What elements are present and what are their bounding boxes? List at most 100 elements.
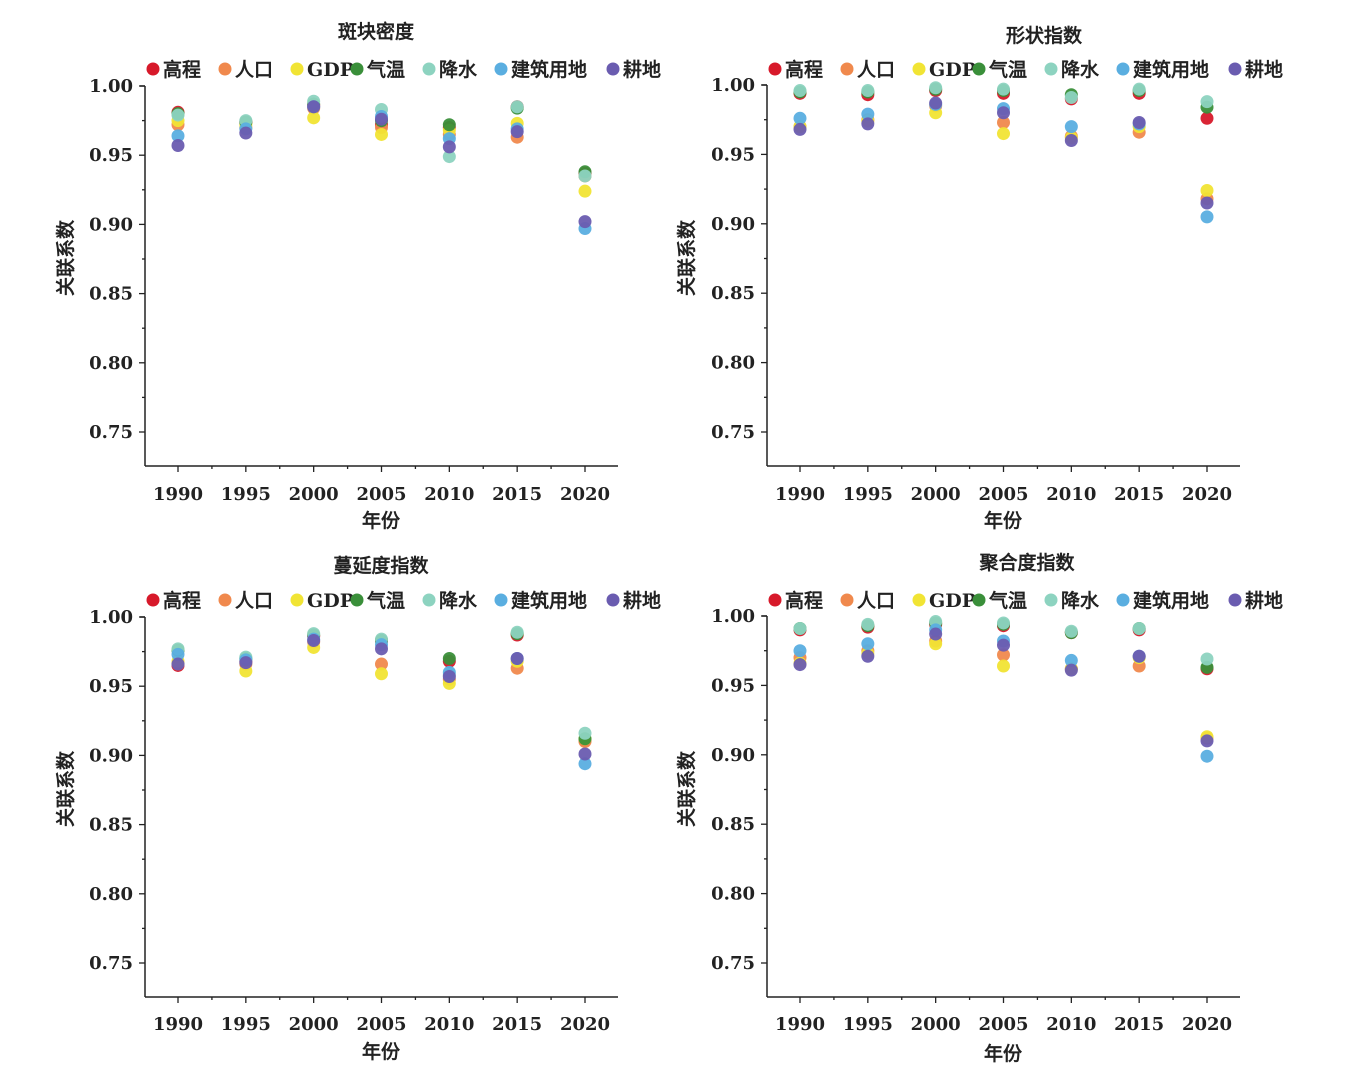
x-tick-label: 1995 bbox=[843, 1014, 893, 1035]
legend-item: 气温 bbox=[350, 58, 405, 81]
legend-item: 人口 bbox=[840, 590, 895, 612]
data-point bbox=[442, 150, 456, 164]
x-tick-label: 1995 bbox=[843, 484, 893, 505]
data-point bbox=[510, 625, 524, 639]
data-point bbox=[171, 657, 185, 671]
legend-marker-icon bbox=[912, 593, 926, 607]
legend-item: GDP bbox=[290, 59, 354, 81]
legend: 高程 人口 GDP 气温 降水 建筑用地 耕地 bbox=[146, 589, 661, 612]
legend-marker-icon bbox=[840, 62, 854, 76]
y-tick-label: 0.80 bbox=[89, 884, 133, 905]
legend-marker-icon bbox=[606, 62, 620, 76]
y-tick-label: 1.00 bbox=[711, 75, 755, 96]
x-tick-label: 2020 bbox=[1182, 1014, 1232, 1035]
x-axis-label: 年份 bbox=[362, 1040, 401, 1063]
legend-item: 耕地 bbox=[1228, 589, 1283, 612]
data-point bbox=[239, 126, 253, 140]
data-point bbox=[1200, 183, 1214, 197]
legend-item: 建筑用地 bbox=[1116, 58, 1209, 81]
y-tick-label: 1.00 bbox=[89, 607, 133, 628]
data-point bbox=[929, 96, 943, 110]
legend-label: 降水 bbox=[439, 58, 478, 81]
legend-label: 耕地 bbox=[623, 58, 661, 81]
legend-label: 气温 bbox=[988, 589, 1027, 612]
x-tick-label: 1990 bbox=[775, 1014, 825, 1035]
legend-label: 建筑用地 bbox=[511, 58, 587, 81]
y-tick-label: 0.90 bbox=[89, 214, 133, 235]
chart-title: 蔓延度指数 bbox=[333, 554, 429, 577]
data-point bbox=[1200, 652, 1214, 666]
data-point bbox=[1064, 90, 1078, 104]
data-point bbox=[861, 84, 875, 98]
data-point bbox=[1200, 111, 1214, 125]
legend-label: 人口 bbox=[235, 590, 273, 612]
legend-item: 降水 bbox=[422, 589, 478, 612]
data-point bbox=[171, 139, 185, 153]
legend-item: 建筑用地 bbox=[1116, 589, 1209, 612]
data-point bbox=[793, 122, 807, 136]
x-tick-label: 2010 bbox=[424, 484, 474, 505]
legend-label: 高程 bbox=[163, 58, 201, 81]
legend-item: 耕地 bbox=[606, 589, 661, 612]
x-tick-label: 2020 bbox=[1182, 484, 1232, 505]
data-point bbox=[997, 115, 1010, 129]
x-tick-label: 1990 bbox=[153, 484, 203, 505]
y-tick-label: 0.85 bbox=[89, 815, 133, 836]
data-point bbox=[442, 140, 456, 154]
legend-item: 建筑用地 bbox=[494, 589, 587, 612]
legend-label: 气温 bbox=[988, 58, 1027, 81]
y-tick-label: 0.80 bbox=[89, 353, 133, 374]
chart-title: 形状指数 bbox=[1006, 24, 1083, 47]
data-point bbox=[1064, 134, 1078, 148]
legend-marker-icon bbox=[840, 593, 854, 607]
data-point bbox=[307, 100, 321, 114]
legend-marker-icon bbox=[606, 593, 620, 607]
legend: 高程 人口 GDP 气温 降水 建筑用地 耕地 bbox=[768, 589, 1283, 612]
legend-label: 气温 bbox=[366, 58, 405, 81]
legend-marker-icon bbox=[494, 593, 508, 607]
legend-marker-icon bbox=[422, 62, 436, 76]
data-point bbox=[578, 757, 592, 771]
data-point bbox=[1064, 120, 1078, 134]
y-axis-label: 关联系数 bbox=[54, 219, 77, 296]
legend-item: 人口 bbox=[840, 59, 895, 81]
data-point bbox=[1132, 649, 1146, 663]
legend-marker-icon bbox=[146, 593, 160, 607]
data-point bbox=[442, 670, 456, 684]
data-point bbox=[793, 658, 807, 672]
x-axis-label: 年份 bbox=[362, 509, 401, 532]
data-point bbox=[861, 649, 875, 663]
legend-marker-icon bbox=[1044, 62, 1058, 76]
y-tick-label: 0.75 bbox=[711, 422, 755, 443]
data-point bbox=[307, 634, 321, 648]
x-tick-label: 2010 bbox=[1046, 1014, 1096, 1035]
x-tick-label: 2010 bbox=[1046, 484, 1096, 505]
legend-marker-icon bbox=[1228, 593, 1242, 607]
legend-marker-icon bbox=[1116, 593, 1130, 607]
legend-label: 人口 bbox=[235, 59, 273, 81]
legend-label: 建筑用地 bbox=[1133, 589, 1209, 612]
legend-item: GDP bbox=[290, 590, 354, 612]
legend-marker-icon bbox=[422, 593, 436, 607]
x-tick-label: 1990 bbox=[775, 484, 825, 505]
legend-label: GDP bbox=[307, 590, 354, 612]
data-point bbox=[1200, 196, 1214, 210]
legend-label: 降水 bbox=[439, 589, 478, 612]
legend-item: 降水 bbox=[1044, 58, 1100, 81]
data-point bbox=[1132, 82, 1146, 96]
legend-label: 气温 bbox=[366, 589, 405, 612]
x-axis-label: 年份 bbox=[984, 509, 1023, 532]
data-point bbox=[578, 169, 592, 183]
data-point bbox=[1064, 624, 1078, 638]
data-point bbox=[578, 726, 592, 740]
x-tick-label: 2005 bbox=[356, 1014, 406, 1035]
data-point bbox=[929, 81, 943, 95]
y-tick-label: 0.85 bbox=[89, 284, 133, 305]
legend-marker-icon bbox=[768, 593, 782, 607]
x-tick-label: 2015 bbox=[1114, 1014, 1164, 1035]
legend-item: 气温 bbox=[350, 589, 405, 612]
x-tick-label: 1995 bbox=[221, 1014, 271, 1035]
data-point bbox=[793, 621, 807, 635]
